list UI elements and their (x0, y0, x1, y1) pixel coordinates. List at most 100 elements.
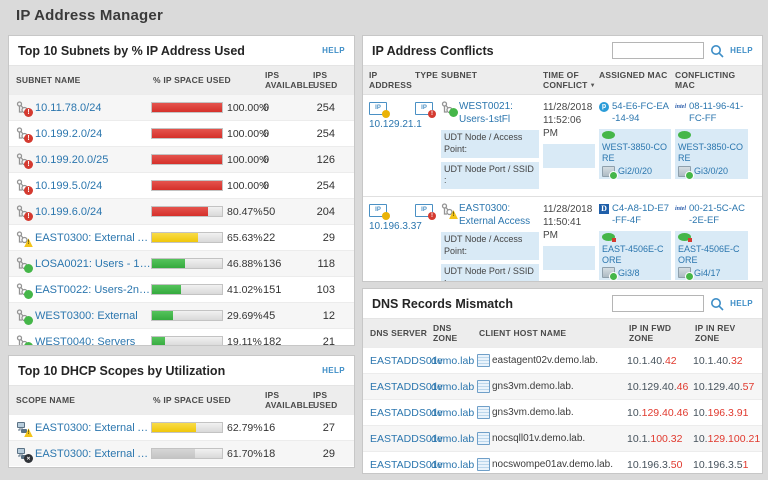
subnet-row: 10.199.2.0/24 100.00% 0 254 (9, 120, 354, 146)
subnet-row: WEST0040: Servers 19.11% 182 21 (9, 328, 354, 346)
help-link[interactable]: HELP (322, 46, 345, 55)
column-header-type[interactable]: TYPE (415, 70, 439, 80)
help-link[interactable]: HELP (730, 299, 753, 308)
port-link[interactable]: Gi4/17 (694, 267, 721, 278)
interface-icon (678, 267, 694, 281)
node-link[interactable]: EAST-4506E-CORE (602, 243, 664, 265)
port-link[interactable]: Gi3/0/20 (694, 165, 729, 176)
subnet-link[interactable]: 10.199.6.0/24 (35, 205, 103, 218)
udt-port-label: UDT Node Port / SSID : (441, 161, 539, 190)
interface-icon (678, 165, 694, 180)
subnet-link[interactable]: EAST0300: External Access (459, 203, 531, 227)
udt-port-label: UDT Node Port / SSID : (441, 263, 539, 281)
client-host-name: nocsqll01v.demo.lab. (492, 433, 586, 445)
assigned-mac-link[interactable]: C4-A8-1D-E7-FF-4F (612, 203, 670, 226)
dns-zone-link[interactable]: demo.lab (431, 432, 475, 445)
column-header-time-of-conflict[interactable]: TIME OF CONFLICT ▼ (543, 70, 596, 91)
subnet-row: EAST0022: Users-2ndFl 41.02% 151 103 (9, 276, 354, 302)
subnet-link[interactable]: EAST0022: Users-2ndFl (35, 283, 151, 296)
utilization-bar (151, 102, 223, 114)
utilization-percent: 65.63% (227, 231, 263, 244)
dns-table-header: DNS SERVER DNS ZONE CLIENT HOST NAME IP … (363, 319, 762, 348)
dns-server-link[interactable]: EASTADDS01v (370, 354, 443, 367)
ip-fwd-zone: 10.196.3.50 (627, 458, 683, 471)
help-link[interactable]: HELP (322, 366, 345, 375)
client-host-name: gns3vm.demo.lab. (492, 381, 574, 393)
column-header-ip-address[interactable]: IP ADDRESS (369, 70, 412, 91)
dns-zone-link[interactable]: demo.lab (431, 406, 475, 419)
subnet-link[interactable]: 10.199.20.0/25 (35, 153, 109, 166)
mismatch-octet: 57 (742, 380, 755, 393)
conflicting-mac-link[interactable]: 08-11-96-41-FC-FF (689, 101, 744, 125)
mismatch-octet: 100.32 (650, 432, 683, 445)
dns-zone-link[interactable]: demo.lab (431, 458, 475, 471)
subnet-link[interactable]: WEST0040: Servers (35, 335, 136, 346)
panel-title: DNS Records Mismatch (372, 296, 514, 311)
subnet-row: EAST0300: External Access 65.63% 22 29 (9, 224, 354, 250)
scope-link[interactable]: EAST0300: External Access (35, 447, 151, 460)
utilization-bar (151, 154, 223, 166)
host-record-icon (477, 406, 490, 420)
search-icon[interactable] (710, 297, 724, 311)
subnet-link[interactable]: 10.199.2.0/24 (35, 127, 103, 140)
panel-dhcp-scopes: Top 10 DHCP Scopes by Utilization HELP S… (8, 355, 355, 468)
port-link[interactable]: Gi3/8 (618, 267, 640, 278)
udt-node-label: UDT Node / Access Point: (441, 130, 539, 158)
search-input[interactable] (612, 295, 705, 312)
status-badge (24, 108, 33, 118)
ips-used: 254 (316, 179, 335, 192)
search-input[interactable] (612, 42, 705, 59)
sort-descending-icon: ▼ (589, 83, 596, 90)
reserved-status-dot (382, 110, 390, 119)
ips-available: 0 (263, 179, 270, 192)
ips-used: 21 (322, 335, 335, 346)
conflict-ip-link[interactable]: 10.129.21.1 (369, 119, 422, 131)
panel-header: IP Address Conflicts HELP (363, 36, 762, 66)
subnet-icon (441, 203, 458, 220)
column-header-dns-zone: DNS ZONE (433, 323, 458, 344)
dns-mismatch-row: EASTADDS01v demo.lab eastagent02v.demo.l… (363, 347, 762, 373)
help-link[interactable]: HELP (730, 46, 753, 55)
client-host-name: eastagent02v.demo.lab. (492, 355, 599, 367)
dns-server-link[interactable]: EASTADDS01v (370, 458, 443, 471)
dhcp-scope-row: EAST0300: External Access 61.70% 18 29 (9, 440, 354, 467)
dns-server-link[interactable]: EASTADDS01v (370, 406, 443, 419)
utilization-bar (151, 206, 223, 218)
node-link[interactable]: WEST-3850-CORE (678, 142, 744, 163)
node-link[interactable]: EAST-4506E-CORE (678, 243, 740, 265)
port-link[interactable]: Gi2/0/20 (618, 165, 653, 176)
utilization-percent: 100.00% (227, 127, 269, 140)
search-icon[interactable] (710, 44, 724, 58)
subnet-link[interactable]: 10.199.5.0/24 (35, 179, 103, 192)
utilization-bar (151, 232, 223, 244)
conflict-ip-link[interactable]: 10.196.3.37 (369, 221, 422, 233)
dns-zone-link[interactable]: demo.lab (431, 354, 475, 367)
panel-header: Top 10 Subnets by % IP Address Used HELP (9, 36, 354, 66)
mismatch-octet: 196.3.91 (707, 406, 749, 419)
utilization-percent: 62.79% (227, 421, 263, 434)
subnet-link[interactable]: 10.11.78.0/24 (35, 101, 102, 114)
conflict-time: 11/28/2018 11:52:06 PM (543, 102, 593, 140)
column-header-subnet[interactable]: SUBNET (441, 70, 478, 80)
utilization-percent: 19.11% (227, 335, 262, 346)
dns-mismatch-row: EASTADDS01v demo.lab nocswompe01av.demo.… (363, 451, 762, 473)
scope-link[interactable]: EAST0300: External Access (35, 421, 151, 434)
subnet-link[interactable]: WEST0300: External (35, 309, 138, 322)
ip-rev-zone: 10.129.100.21 (693, 432, 761, 445)
conflicting-mac-link[interactable]: 00-21-5C-AC-2E-EF (689, 203, 745, 226)
subnet-link[interactable]: WEST0021: Users-1stFl (459, 101, 513, 125)
dns-server-link[interactable]: EASTADDS01v (370, 380, 443, 393)
dns-server-link[interactable]: EASTADDS01v (370, 432, 443, 445)
assigned-mac-link[interactable]: 54-E6-FC-EA-14-94 (612, 101, 670, 125)
ip-fwd-zone: 10.129.40.46 (627, 380, 689, 393)
status-badge (24, 212, 33, 222)
subnet-icon (16, 127, 33, 144)
column-header-conflicting-mac[interactable]: CONFLICTING MAC (675, 70, 736, 91)
subnet-link[interactable]: LOSA0021: Users - 1stFL (35, 257, 151, 270)
node-link[interactable]: WEST-3850-CORE (602, 142, 668, 163)
column-header-assigned-mac[interactable]: ASSIGNED MAC (599, 70, 668, 80)
ips-used: 254 (316, 101, 335, 114)
status-badge (24, 264, 33, 274)
dns-zone-link[interactable]: demo.lab (431, 380, 475, 393)
subnet-link[interactable]: EAST0300: External Access (35, 231, 151, 244)
